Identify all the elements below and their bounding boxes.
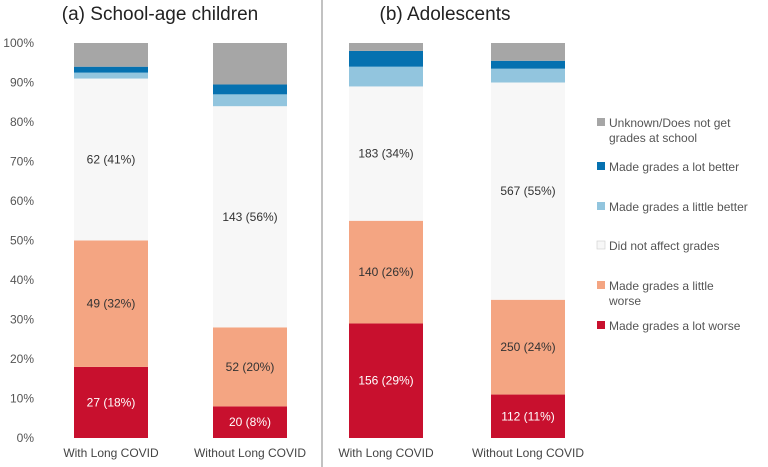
panel-0: 27 (18%) 49 (32%) 62 (41%) With Long COVID 2… <box>63 43 306 460</box>
legend-label: Did not affect grades <box>609 239 720 253</box>
y-tick-label: 70% <box>10 155 34 169</box>
data-label: 140 (26%) <box>358 265 413 279</box>
bar-segment <box>74 72 148 79</box>
legend-label: Made grades a little better <box>609 200 748 214</box>
data-label: 143 (56%) <box>222 210 277 224</box>
legend: Unknown/Does not get grades at school Made… <box>596 116 748 333</box>
data-label: 567 (55%) <box>500 184 555 198</box>
data-label: 156 (29%) <box>358 374 413 388</box>
bar-segment <box>491 60 565 69</box>
legend-swatch <box>597 162 605 170</box>
legend-swatch <box>597 202 605 210</box>
legend-item: Unknown/Does not get grades at school <box>597 116 731 145</box>
x-category-label: Without Long COVID <box>472 446 584 460</box>
y-tick-label: 60% <box>10 194 34 208</box>
bar-segment <box>349 43 423 51</box>
legend-item: Made grades a little worse <box>597 279 714 308</box>
legend-item: Did not affect grades <box>596 239 720 253</box>
x-category-label: Without Long COVID <box>194 446 306 460</box>
data-label: 112 (11%) <box>501 409 555 423</box>
legend-label: Made grades a lot worse <box>609 319 741 333</box>
bar-segment <box>491 394 565 438</box>
data-label: 183 (34%) <box>358 147 413 161</box>
bar-segment <box>74 78 148 241</box>
bar-segment <box>491 299 565 395</box>
y-tick-label: 0% <box>17 431 35 445</box>
y-tick-label: 30% <box>10 313 34 327</box>
bar-segment <box>213 94 287 107</box>
bar-segment <box>491 68 565 83</box>
legend-swatch <box>597 321 605 329</box>
bar-segment <box>74 240 148 367</box>
bar-segment <box>213 43 287 85</box>
bar-segment <box>349 66 423 87</box>
bar-segment <box>349 86 423 221</box>
y-tick-label: 20% <box>10 352 34 366</box>
data-label: 52 (20%) <box>226 360 275 374</box>
y-tick-label: 80% <box>10 115 34 129</box>
y-tick-label: 50% <box>10 234 34 248</box>
bar-segment <box>213 406 287 438</box>
legend-item: Made grades a lot better <box>597 160 739 174</box>
legend-item: Made grades a lot worse <box>597 319 741 333</box>
bar-segment <box>74 366 148 438</box>
legend-swatch <box>596 240 606 250</box>
bar-segment <box>491 43 565 61</box>
bar-segment <box>349 220 423 324</box>
bar-segment <box>349 323 423 438</box>
legend-swatch <box>597 118 605 126</box>
bars: 27 (18%) 49 (32%) 62 (41%) With Long COVID 2… <box>63 43 584 460</box>
data-label: 20 (8%) <box>229 415 271 429</box>
y-axis: 0% 10% 20% 30% 40% 50% 60% 70% 80% 90% 100% <box>3 36 34 445</box>
bar-segment <box>74 43 148 67</box>
y-tick-label: 10% <box>10 392 34 406</box>
bar-segment <box>74 66 148 73</box>
legend-label: Made grades a little worse <box>608 279 714 308</box>
bar-segment <box>213 327 287 407</box>
bar-segment <box>213 106 287 328</box>
y-tick-label: 100% <box>3 36 34 50</box>
y-tick-label: 90% <box>10 76 34 90</box>
legend-label: Made grades a lot better <box>609 160 739 174</box>
x-category-label: With Long COVID <box>63 446 159 460</box>
panel-title-school-age: (a) School-age children <box>62 4 258 25</box>
data-label: 62 (41%) <box>87 153 136 167</box>
data-label: 250 (24%) <box>500 340 555 354</box>
bar-segment <box>349 50 423 67</box>
data-label: 27 (18%) <box>87 395 136 409</box>
legend-label: Unknown/Does not get grades at school <box>609 116 731 145</box>
bar-segment <box>213 84 287 95</box>
legend-item: Made grades a little better <box>597 200 748 214</box>
y-tick-label: 40% <box>10 273 34 287</box>
x-category-label: With Long COVID <box>338 446 434 460</box>
bar-segment <box>491 82 565 300</box>
legend-swatch <box>597 281 605 289</box>
panel-title-adolescents: (b) Adolescents <box>380 4 511 25</box>
data-label: 49 (32%) <box>87 297 136 311</box>
panel-1: 156 (29%) 140 (26%) 183 (34%) With Long COV… <box>338 43 584 460</box>
